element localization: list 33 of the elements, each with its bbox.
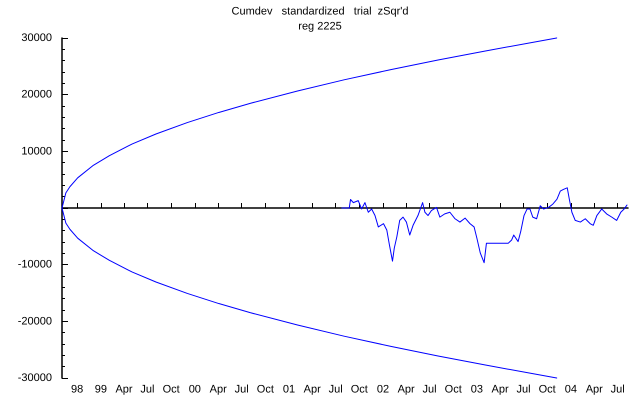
x-tick-label: Apr — [115, 384, 133, 395]
x-tick-label: Oct — [444, 384, 462, 395]
x-tick-label: Jul — [234, 384, 249, 395]
y-tick-label: 10000 — [21, 145, 52, 158]
x-tick-label: Apr — [210, 384, 228, 395]
x-tick-label: Jul — [516, 384, 531, 395]
x-tick-label: Apr — [492, 384, 509, 395]
line-series — [341, 187, 628, 264]
chart-subtitle: reg 2225 — [298, 20, 342, 32]
y-tick-label: -10000 — [18, 258, 52, 271]
x-tick-label: 98 — [71, 384, 84, 395]
x-tick-label: Apr — [304, 384, 322, 395]
x-tick-label: 04 — [564, 384, 577, 395]
y-tick-label: -30000 — [18, 372, 52, 384]
x-tick-label: Apr — [398, 384, 416, 395]
x-tick-label: 00 — [188, 384, 201, 395]
x-tick-label: Oct — [162, 384, 180, 395]
x-tick-label: Apr — [586, 384, 604, 395]
x-tick-label: 99 — [94, 384, 107, 395]
x-tick-label: 03 — [470, 384, 484, 395]
x-tick-label: 02 — [376, 384, 390, 395]
x-tick-label: Jul — [422, 384, 437, 395]
x-tick-label: Jul — [328, 384, 343, 395]
x-tick-label: 01 — [282, 384, 296, 395]
x-tick-label: Oct — [256, 384, 274, 395]
y-tick-label: -20000 — [18, 315, 52, 328]
y-tick-label: 30000 — [21, 32, 52, 44]
chart-title: Cumdev standardized trial zSqr'd — [232, 6, 408, 18]
y-tick-label: 20000 — [21, 88, 52, 101]
x-tick-label: Jul — [140, 384, 154, 395]
x-tick-label: Jul — [610, 384, 625, 395]
x-tick-label: Oct — [350, 384, 368, 395]
x-tick-label: Oct — [538, 384, 556, 395]
